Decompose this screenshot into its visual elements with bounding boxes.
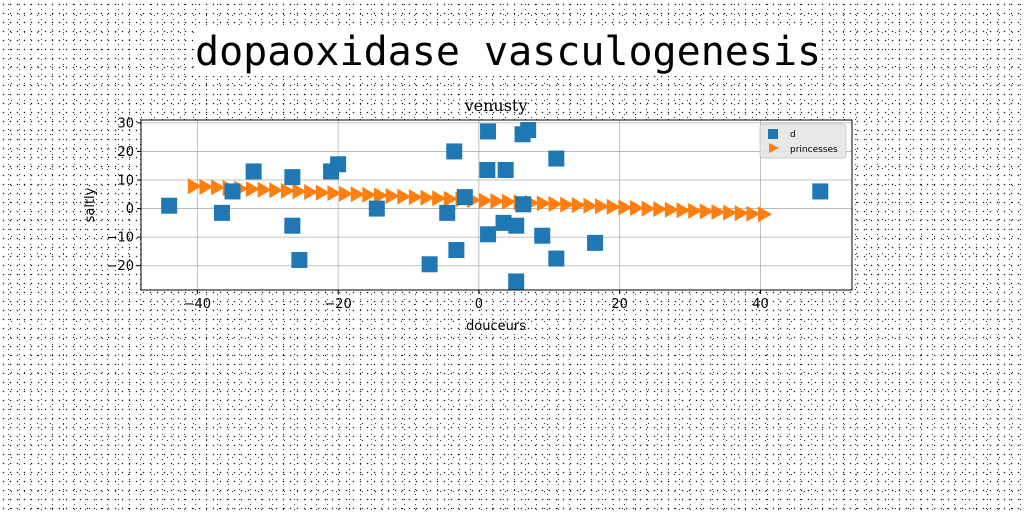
y-axis-label: saltly [83,187,98,222]
x-tick-label: −20 [324,297,351,312]
square-marker [548,150,565,167]
triangle-marker [339,185,354,202]
square-marker [291,252,308,268]
triangle-marker [501,193,516,210]
y-tick-label: −20 [107,259,134,274]
triangle-marker [292,183,307,200]
triangle-marker [478,192,493,209]
triangle-marker [560,196,575,213]
triangle-marker [688,202,703,219]
square-marker [161,197,178,214]
plot-frame [140,119,853,291]
square-marker [456,189,473,206]
square-marker [508,273,525,290]
y-tick-label: 30 [117,116,134,131]
triangle-marker [746,205,761,222]
triangle-marker [606,198,621,215]
x-tick-label: 40 [752,297,769,312]
square-marker [421,256,438,273]
square-marker [480,123,497,140]
legend: d princesses [759,123,847,159]
square-marker [245,163,262,180]
axis-ticks: −40 −20 0 20 40 −20 −10 0 10 20 30 [107,116,769,312]
y-tick-label: 0 [126,202,134,217]
legend-label-d: d [790,130,796,140]
triangle-marker [734,205,749,222]
data-points [161,122,829,290]
triangle-marker [362,186,377,203]
triangle-marker [548,196,563,212]
triangle-marker [664,201,679,218]
square-marker [515,196,532,213]
triangle-marker [676,202,691,219]
square-marker [812,183,829,200]
triangle-marker [385,188,400,204]
x-tick-label: 20 [611,297,628,312]
legend-box [759,123,847,159]
triangle-marker [618,199,633,216]
legend-marker-triangle [769,143,779,153]
triangle-marker [373,187,388,204]
triangle-marker [350,186,365,203]
triangle-marker [397,188,412,205]
y-tick-label: 10 [117,174,134,189]
square-marker [330,156,347,173]
triangle-marker [711,204,726,220]
square-marker [448,242,465,258]
triangle-marker [280,182,295,199]
square-marker [497,162,514,178]
triangle-marker [199,178,214,195]
triangle-marker [420,189,435,206]
square-marker [213,204,230,221]
y-tick-label: 20 [117,145,134,160]
triangle-marker [315,184,330,201]
triangle-marker [187,178,202,195]
x-tick-label: −40 [184,297,211,312]
triangle-marker [304,184,319,200]
triangle-marker [595,198,610,215]
square-marker [224,183,241,200]
triangle-marker [536,195,551,212]
legend-label-princesses: princesses [790,145,838,155]
square-marker [587,234,604,251]
triangle-marker [443,190,458,207]
triangle-marker [723,204,738,221]
page-title: dopaoxidase vasculogenesis [195,28,822,76]
triangle-marker [211,179,226,196]
triangle-marker [490,193,505,210]
triangle-marker [699,203,714,220]
square-marker [284,217,301,234]
triangle-marker [629,200,644,216]
square-marker [439,204,456,221]
triangle-marker [653,201,668,218]
triangle-marker [758,206,773,223]
square-marker [446,143,463,160]
x-tick-label: 0 [475,297,483,312]
triangle-marker [327,185,342,202]
y-tick-label: −10 [107,231,134,246]
triangle-marker [408,189,423,206]
square-marker [534,227,551,244]
square-marker [368,200,385,217]
square-marker [508,217,525,234]
triangle-marker [583,197,598,214]
square-marker [548,250,565,267]
x-axis-label: douceurs [466,319,526,334]
triangle-marker [432,190,447,207]
square-marker [479,162,496,178]
triangle-marker [257,181,272,198]
triangle-marker [641,200,656,217]
chart-title: venusty [464,96,528,115]
legend-marker-square [768,129,778,139]
triangle-marker [269,182,284,199]
square-marker [520,122,537,138]
triangle-marker [571,197,586,214]
square-marker [284,169,301,186]
triangle-marker [245,181,260,198]
square-marker [480,226,497,243]
square-marker [495,214,512,231]
